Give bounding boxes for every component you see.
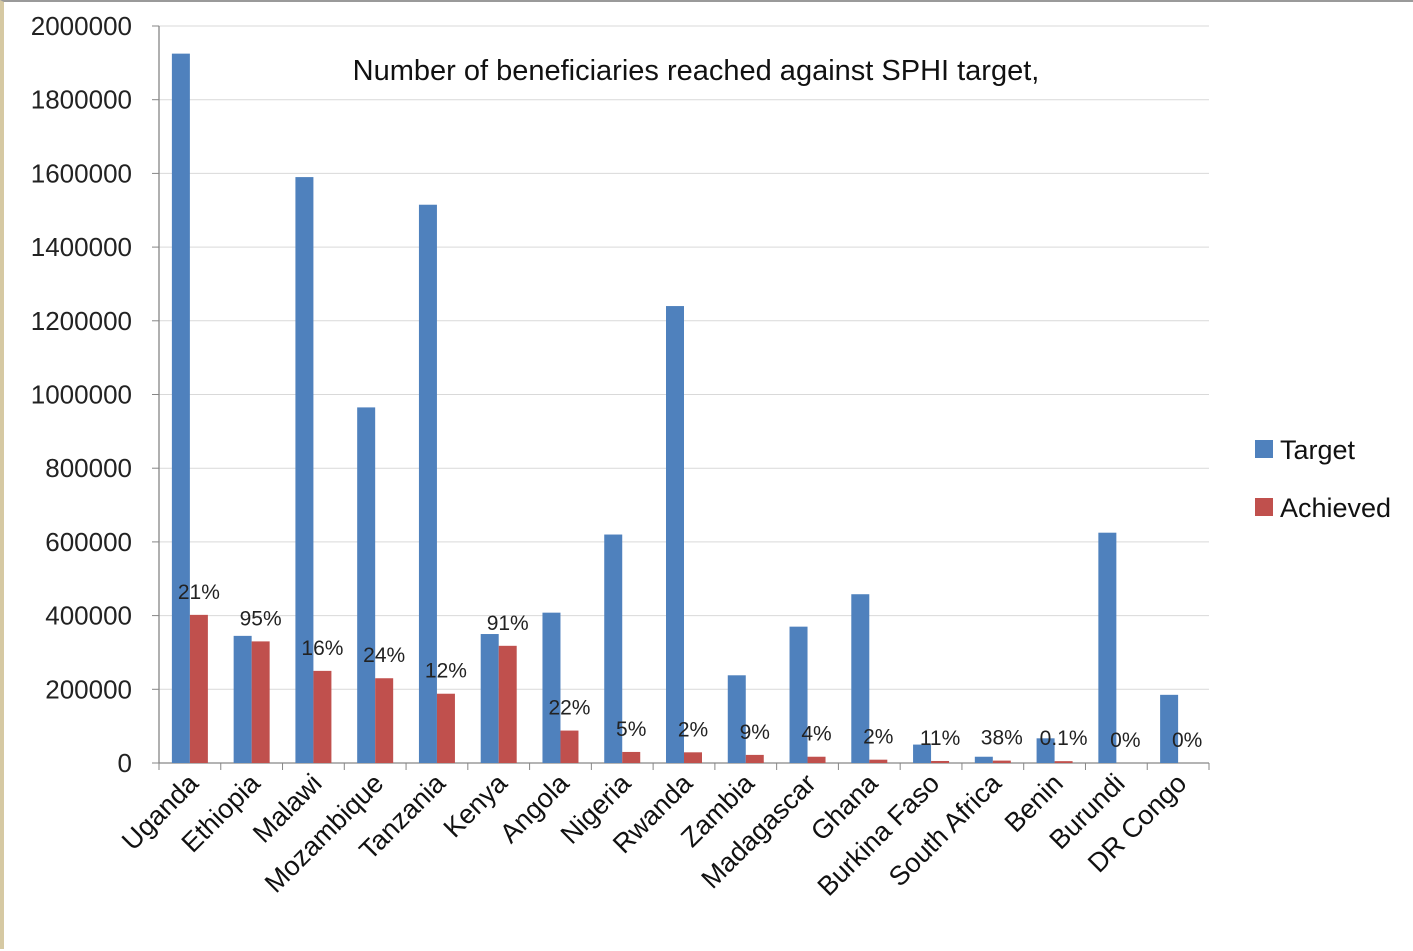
data-label: 24%: [363, 644, 405, 667]
bar-target: [295, 177, 314, 763]
bar-target: [789, 626, 808, 763]
bar-achieved: [745, 754, 764, 763]
data-label: 5%: [616, 718, 646, 741]
bar-achieved: [313, 670, 332, 763]
bar-target: [1036, 738, 1055, 763]
chart-title: Number of beneficiaries reached against …: [353, 55, 1040, 87]
bar-target: [851, 594, 870, 763]
bar-achieved: [1054, 761, 1073, 763]
bar-target: [171, 53, 190, 763]
legend: Target Achieved: [1255, 435, 1391, 523]
bar-achieved: [189, 614, 208, 763]
data-label: 11%: [920, 727, 960, 750]
category-labels: UgandaEthiopiaMalawiMozambiqueTanzaniaKe…: [116, 767, 1192, 901]
tick-labels: 0 200000 400000 600000 800000 1000000 1200000 1…: [31, 11, 132, 778]
data-label: 0.1%: [1040, 727, 1088, 750]
bar-target: [418, 204, 437, 763]
data-label: 2%: [863, 726, 893, 749]
bar-target: [1160, 694, 1179, 763]
legend-label: Target: [1280, 435, 1356, 465]
data-label: 21%: [178, 581, 220, 604]
legend-label: Achieved: [1280, 493, 1391, 523]
y-tick-label: 1600000: [31, 158, 132, 188]
data-label: 16%: [301, 637, 343, 660]
y-tick-label: 1800000: [31, 85, 132, 115]
data-label: 22%: [548, 697, 590, 720]
legend-swatch: [1255, 440, 1273, 458]
data-label: 4%: [801, 723, 831, 746]
data-label: 38%: [981, 727, 1023, 750]
data-label: 91%: [487, 612, 529, 635]
bar-achieved: [622, 751, 641, 763]
bar-target: [666, 306, 684, 763]
bar-chart: 21% 95% 16% 24% 12% 91% 22% 5% 2% 9% 4% 2% 11% 38% 0.1…: [31, 11, 1391, 902]
y-tick-label: 800000: [45, 453, 132, 483]
data-label: 12%: [425, 660, 467, 683]
bar-achieved: [560, 730, 579, 763]
bar-achieved: [684, 752, 702, 763]
data-label: 9%: [740, 721, 770, 744]
bar-target: [1098, 532, 1117, 763]
y-tick-label: 200000: [45, 674, 132, 704]
bar-achieved: [375, 678, 394, 763]
bar-target: [480, 634, 499, 763]
bar-target: [357, 407, 376, 763]
bar-target: [913, 744, 932, 763]
bar-achieved: [992, 760, 1011, 763]
y-tick-label: 1400000: [31, 232, 132, 262]
y-tick-label: 0: [118, 748, 132, 778]
bar-achieved: [251, 641, 270, 763]
bar-target: [542, 612, 561, 763]
y-tick-label: 400000: [45, 601, 132, 631]
bar-target: [604, 534, 623, 763]
bar-target: [727, 675, 746, 763]
bar-achieved: [807, 756, 826, 763]
legend-swatch: [1255, 498, 1273, 516]
bar-target: [233, 635, 252, 763]
bar-achieved: [498, 645, 517, 763]
bar-achieved: [869, 759, 888, 763]
data-label: 2%: [678, 718, 708, 741]
bar-achieved: [436, 693, 455, 763]
bars: [171, 53, 1179, 763]
y-tick-label: 600000: [45, 527, 132, 557]
data-label: 95%: [240, 607, 282, 630]
y-tick-label: 1000000: [31, 380, 132, 410]
y-tick-label: 2000000: [31, 11, 132, 41]
data-label: 0%: [1172, 729, 1202, 752]
data-label: 0%: [1110, 729, 1140, 752]
y-tick-label: 1200000: [31, 306, 132, 336]
bar-target: [974, 756, 993, 763]
data-labels: 21% 95% 16% 24% 12% 91% 22% 5% 2% 9% 4% 2% 11% 38% 0.1…: [178, 581, 1202, 752]
bar-achieved: [931, 760, 950, 763]
